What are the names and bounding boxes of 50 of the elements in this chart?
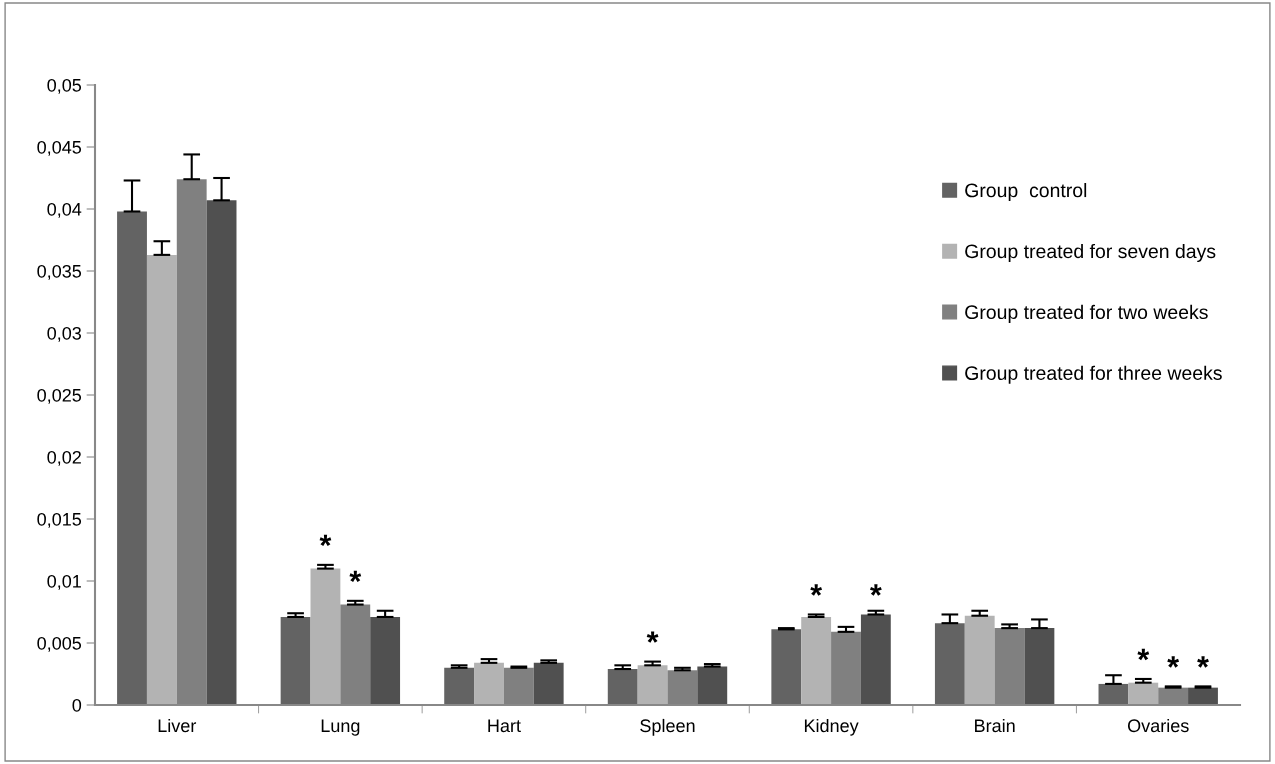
x-tick-label: Hart: [488, 719, 521, 733]
bar: [801, 616, 832, 705]
legend-label: Group treated for seven days: [965, 243, 1216, 263]
annotation: *: [1137, 648, 1150, 661]
bar: [474, 662, 504, 705]
annotation: *: [810, 584, 823, 596]
y-tick-label: 0,015: [37, 512, 82, 528]
bar: [533, 662, 564, 705]
bar: [146, 254, 177, 705]
y-tick-label: 0,03: [47, 326, 82, 342]
bar: [697, 666, 728, 705]
annotation: *: [349, 570, 362, 583]
legend-label: Group treated for two weeks: [965, 304, 1208, 323]
bar: [117, 211, 147, 705]
x-tick-label: Liver: [158, 718, 197, 733]
bar: [607, 669, 638, 705]
y-tick-label: 0,035: [37, 264, 82, 280]
bar: [1188, 687, 1218, 705]
annotation: *: [1197, 656, 1209, 668]
annotation: *: [319, 534, 332, 547]
x-tick-label: Lung: [321, 719, 360, 736]
y-tick-label: 0,02: [47, 450, 81, 466]
annotation: *: [646, 631, 659, 643]
annotation: *: [869, 584, 882, 596]
y-tick-label: 0,01: [47, 574, 81, 590]
bar: [860, 614, 891, 705]
y-tick-label: 0: [72, 698, 82, 712]
bar: [206, 200, 237, 705]
legend-label: Group treated for three weeks: [965, 365, 1222, 384]
x-tick-label: Ovaries: [1127, 718, 1189, 733]
legend-label: Group control: [965, 182, 1087, 202]
bar: [1098, 683, 1129, 705]
y-tick-label: 0,045: [37, 140, 82, 156]
y-tick-label: 0,025: [37, 388, 82, 404]
bar: [1024, 628, 1055, 705]
bar: [964, 615, 995, 705]
y-tick-label: 0,05: [47, 78, 82, 94]
bar: [280, 616, 311, 705]
bar: [934, 623, 965, 705]
x-tick-label: Spleen: [640, 718, 695, 736]
bar: [771, 629, 802, 705]
x-tick-label: Kidney: [804, 718, 859, 736]
annotation: *: [1167, 656, 1180, 668]
x-tick-label: Brain: [975, 718, 1015, 733]
y-tick-label: 0,04: [47, 202, 82, 218]
bar: [444, 667, 475, 705]
bar: [370, 616, 401, 705]
bar: [310, 568, 341, 705]
bar: [637, 665, 668, 705]
y-tick-label: 0,005: [37, 636, 82, 652]
